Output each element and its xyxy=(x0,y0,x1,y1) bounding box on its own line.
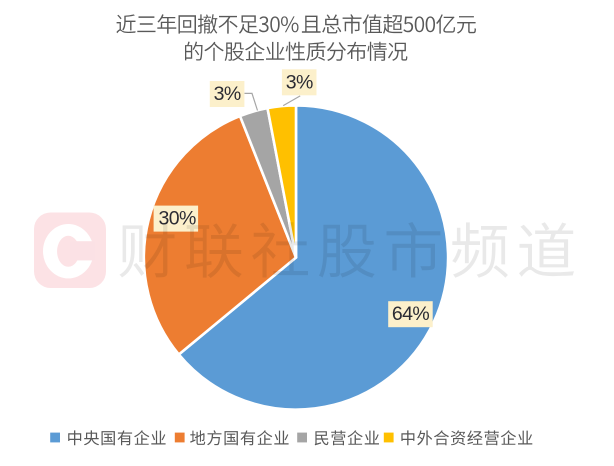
svg-text:64%: 64% xyxy=(392,303,429,325)
svg-text:3%: 3% xyxy=(214,83,241,105)
svg-text:3%: 3% xyxy=(286,71,313,93)
svg-text:30%: 30% xyxy=(158,208,195,230)
